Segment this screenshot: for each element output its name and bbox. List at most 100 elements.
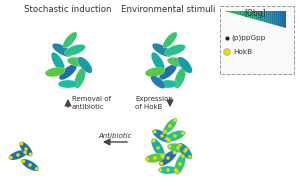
Polygon shape	[256, 11, 257, 20]
Circle shape	[184, 150, 186, 152]
Ellipse shape	[151, 138, 165, 158]
Circle shape	[174, 119, 176, 121]
Polygon shape	[276, 11, 278, 26]
Polygon shape	[235, 11, 237, 14]
Circle shape	[154, 131, 156, 133]
Polygon shape	[266, 11, 268, 23]
Ellipse shape	[74, 68, 86, 88]
Ellipse shape	[145, 67, 165, 77]
Polygon shape	[241, 11, 243, 16]
Circle shape	[153, 140, 155, 142]
Polygon shape	[237, 11, 239, 15]
Ellipse shape	[59, 64, 77, 80]
Polygon shape	[280, 11, 282, 27]
Polygon shape	[270, 11, 272, 24]
Polygon shape	[245, 11, 247, 17]
Text: Environmental stimuli: Environmental stimuli	[121, 5, 215, 14]
Text: [Obg]: [Obg]	[244, 9, 266, 18]
Ellipse shape	[158, 166, 178, 174]
Circle shape	[161, 156, 164, 158]
Circle shape	[24, 151, 26, 153]
Polygon shape	[264, 11, 266, 22]
Circle shape	[175, 169, 177, 171]
Ellipse shape	[174, 68, 186, 88]
Circle shape	[20, 143, 23, 145]
Ellipse shape	[20, 142, 32, 156]
Ellipse shape	[159, 64, 177, 80]
Circle shape	[179, 144, 181, 146]
Circle shape	[17, 154, 19, 156]
Circle shape	[22, 160, 25, 162]
Ellipse shape	[163, 32, 177, 48]
FancyBboxPatch shape	[220, 6, 294, 74]
Ellipse shape	[58, 80, 78, 88]
Polygon shape	[249, 11, 251, 18]
Ellipse shape	[178, 57, 192, 73]
Circle shape	[177, 147, 179, 149]
Circle shape	[161, 135, 163, 137]
Text: Antibiotic: Antibiotic	[98, 133, 132, 139]
Ellipse shape	[151, 75, 165, 89]
Ellipse shape	[51, 52, 65, 72]
Circle shape	[169, 125, 171, 127]
Polygon shape	[272, 11, 274, 25]
Polygon shape	[282, 11, 284, 27]
Circle shape	[10, 156, 12, 159]
Circle shape	[189, 156, 191, 158]
Ellipse shape	[151, 52, 165, 72]
Circle shape	[224, 48, 230, 55]
Ellipse shape	[67, 57, 89, 67]
Text: Stochastic induction: Stochastic induction	[24, 5, 112, 14]
Circle shape	[169, 145, 171, 148]
Circle shape	[168, 139, 170, 141]
Polygon shape	[248, 11, 249, 18]
Ellipse shape	[174, 153, 186, 174]
Ellipse shape	[159, 150, 177, 166]
Circle shape	[154, 157, 156, 159]
Circle shape	[182, 155, 184, 157]
Polygon shape	[278, 11, 280, 26]
Circle shape	[179, 163, 181, 165]
Ellipse shape	[152, 129, 172, 143]
Text: Removal of
antibiotic: Removal of antibiotic	[72, 96, 111, 110]
Circle shape	[25, 148, 27, 150]
Circle shape	[29, 164, 31, 166]
Text: Expression
of HokB: Expression of HokB	[135, 96, 173, 110]
Ellipse shape	[78, 57, 92, 73]
Circle shape	[157, 147, 159, 149]
Circle shape	[167, 157, 169, 159]
Polygon shape	[231, 11, 233, 13]
Circle shape	[173, 152, 175, 154]
Polygon shape	[251, 11, 253, 19]
Circle shape	[161, 154, 163, 156]
Polygon shape	[260, 11, 262, 21]
Ellipse shape	[8, 150, 28, 160]
Polygon shape	[243, 11, 245, 17]
Polygon shape	[254, 11, 256, 19]
Polygon shape	[239, 11, 241, 15]
Ellipse shape	[152, 43, 172, 57]
Ellipse shape	[52, 43, 72, 57]
Circle shape	[166, 138, 168, 140]
Ellipse shape	[21, 159, 39, 171]
Circle shape	[167, 169, 169, 171]
Ellipse shape	[164, 44, 185, 56]
Circle shape	[185, 148, 187, 151]
Polygon shape	[233, 11, 235, 14]
Ellipse shape	[167, 143, 189, 153]
Text: (p)ppGpp: (p)ppGpp	[231, 35, 266, 41]
Polygon shape	[284, 11, 286, 28]
Circle shape	[35, 168, 38, 170]
Circle shape	[160, 162, 163, 164]
Polygon shape	[262, 11, 264, 22]
Ellipse shape	[158, 80, 178, 88]
Circle shape	[159, 169, 161, 171]
Ellipse shape	[64, 44, 86, 56]
Polygon shape	[225, 11, 227, 12]
Ellipse shape	[178, 143, 192, 159]
Circle shape	[164, 131, 166, 133]
Ellipse shape	[167, 57, 189, 67]
Ellipse shape	[145, 153, 165, 163]
Circle shape	[174, 135, 176, 137]
Text: HokB: HokB	[233, 49, 252, 55]
